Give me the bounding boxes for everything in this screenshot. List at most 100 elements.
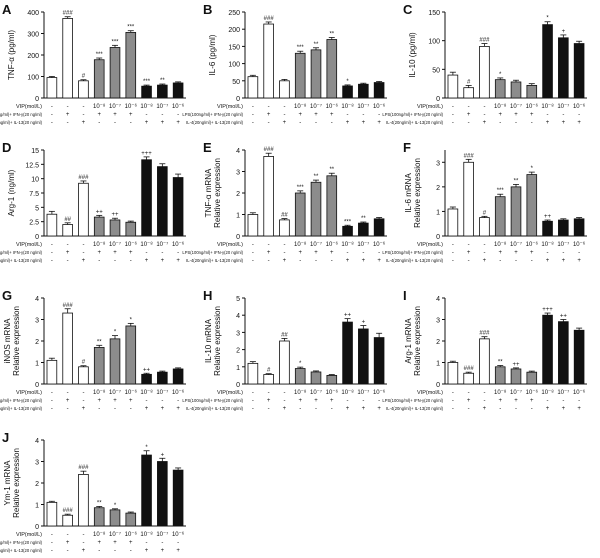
bar (542, 314, 553, 385)
treatment-mark: - (51, 398, 53, 404)
vip-dose-label: 10⁻⁷ (557, 389, 569, 396)
treatment-mark: - (452, 112, 454, 118)
vip-dose-label: 10⁻⁸ (494, 103, 507, 110)
treatment-mark: + (330, 250, 334, 256)
y-tick-label: 5 (236, 296, 240, 303)
bar (247, 214, 259, 237)
bar (463, 161, 474, 237)
bar (479, 217, 490, 237)
treatment-mark: - (114, 406, 116, 412)
treatment-mark: - (299, 406, 301, 412)
treatment-mark: + (267, 112, 271, 118)
treatment-mark: + (346, 120, 350, 126)
vip-dose-label: 10⁻⁸ (140, 531, 153, 538)
bar (294, 192, 306, 237)
vip-dose-label: 10⁻⁸ (541, 389, 554, 396)
treatment-row-label: LPS(100ng/ml)+ IFN-γ(20 ng/ml) (182, 398, 243, 403)
vip-dose-label: - (82, 390, 84, 396)
treatment-mark: - (578, 250, 580, 256)
bar (279, 340, 290, 385)
vip-dose-label: 10⁻⁷ (156, 389, 168, 396)
panel-letter: H (203, 288, 212, 303)
treatment-mark: + (66, 540, 70, 546)
bar (373, 218, 385, 237)
bar (46, 77, 58, 99)
bar (310, 49, 322, 99)
bar (373, 82, 385, 99)
significance-label: # (267, 368, 271, 374)
y-tick-label: 0 (436, 382, 440, 389)
y-tick-label: 1 (236, 365, 240, 372)
vip-dose-label: - (67, 390, 69, 396)
treatment-mark: + (176, 548, 180, 554)
treatment-mark: + (145, 548, 149, 554)
significance-label: ** (160, 78, 165, 84)
vip-dose-label: 10⁻⁶ (573, 241, 586, 248)
vip-dose-label: 10⁻⁶ (172, 531, 185, 538)
treatment-mark: - (114, 548, 116, 554)
treatment-mark: + (82, 258, 86, 264)
treatment-row-label: LPS(100ng/ml)+ IFN-γ(20 ng/ml) (0, 540, 43, 545)
bar (310, 371, 322, 385)
treatment-mark: + (346, 406, 350, 412)
significance-label: ### (78, 465, 89, 471)
treatment-mark: - (378, 398, 380, 404)
vip-dose-label: 10⁻⁸ (140, 389, 153, 396)
treatment-mark: + (129, 540, 133, 546)
significance-label: ++ (111, 212, 119, 218)
bar (247, 76, 259, 99)
panel-c: C IL-10 (pg/ml) 0 50 100 150 - - - # - + - ### - - + * 10⁻… (382, 2, 587, 126)
significance-label: ### (63, 11, 74, 17)
treatment-mark: + (176, 120, 180, 126)
significance-label: ** (97, 500, 102, 506)
treatment-mark: + (145, 120, 149, 126)
treatment-mark: - (51, 250, 53, 256)
vip-row-label: VIP(mol/L) (217, 390, 243, 396)
y-tick-label: 4 (35, 438, 39, 445)
bar (263, 156, 274, 237)
treatment-row-label: IL-4(20ng/ml)+ IL-13(20 ng/ml) (0, 548, 43, 553)
treatment-mark: - (82, 250, 84, 256)
significance-label: ### (479, 331, 490, 337)
bar (62, 224, 73, 237)
bar (494, 196, 506, 237)
vip-dose-label: - (67, 242, 69, 248)
significance-label: *** (143, 79, 151, 85)
vip-dose-label: 10⁻⁸ (294, 103, 307, 110)
treatment-mark: - (114, 258, 116, 264)
vip-dose-label: 10⁻⁷ (310, 389, 322, 396)
y-tick-label: 2.5 (29, 220, 39, 227)
vip-dose-label: 10⁻⁸ (541, 241, 554, 248)
treatment-row-label: LPS(100ng/ml)+ IFN-γ(20 ng/ml) (382, 112, 443, 117)
treatment-mark: - (562, 250, 564, 256)
treatment-mark: + (483, 406, 487, 412)
vip-dose-label: - (452, 242, 454, 248)
treatment-row-label: IL-4(20ng/ml)+ IL-13(20 ng/ml) (0, 406, 43, 411)
y-axis-label: iNOS mRNARelative expression (3, 306, 21, 376)
treatment-mark: + (129, 398, 133, 404)
treatment-mark: - (51, 548, 53, 554)
bar (358, 222, 369, 237)
bar (542, 24, 553, 99)
treatment-mark: - (531, 258, 533, 264)
treatment-mark: + (467, 250, 471, 256)
significance-label: *** (111, 39, 119, 45)
significance-label: ++ (544, 214, 552, 220)
treatment-mark: - (177, 250, 179, 256)
bar (526, 174, 538, 237)
y-tick-label: 3 (436, 160, 440, 167)
y-tick-label: 4 (35, 296, 39, 303)
vip-dose-label: - (483, 242, 485, 248)
vip-row-label: VIP(mol/L) (417, 242, 443, 248)
significance-label: +++ (141, 151, 152, 157)
treatment-mark: - (161, 398, 163, 404)
treatment-mark: - (51, 258, 53, 264)
bar (93, 507, 105, 527)
treatment-mark: + (161, 258, 165, 264)
bar (141, 85, 152, 99)
treatment-mark: - (468, 406, 470, 412)
treatment-mark: - (67, 406, 69, 412)
treatment-mark: - (67, 120, 69, 126)
vip-dose-label: - (67, 104, 69, 110)
